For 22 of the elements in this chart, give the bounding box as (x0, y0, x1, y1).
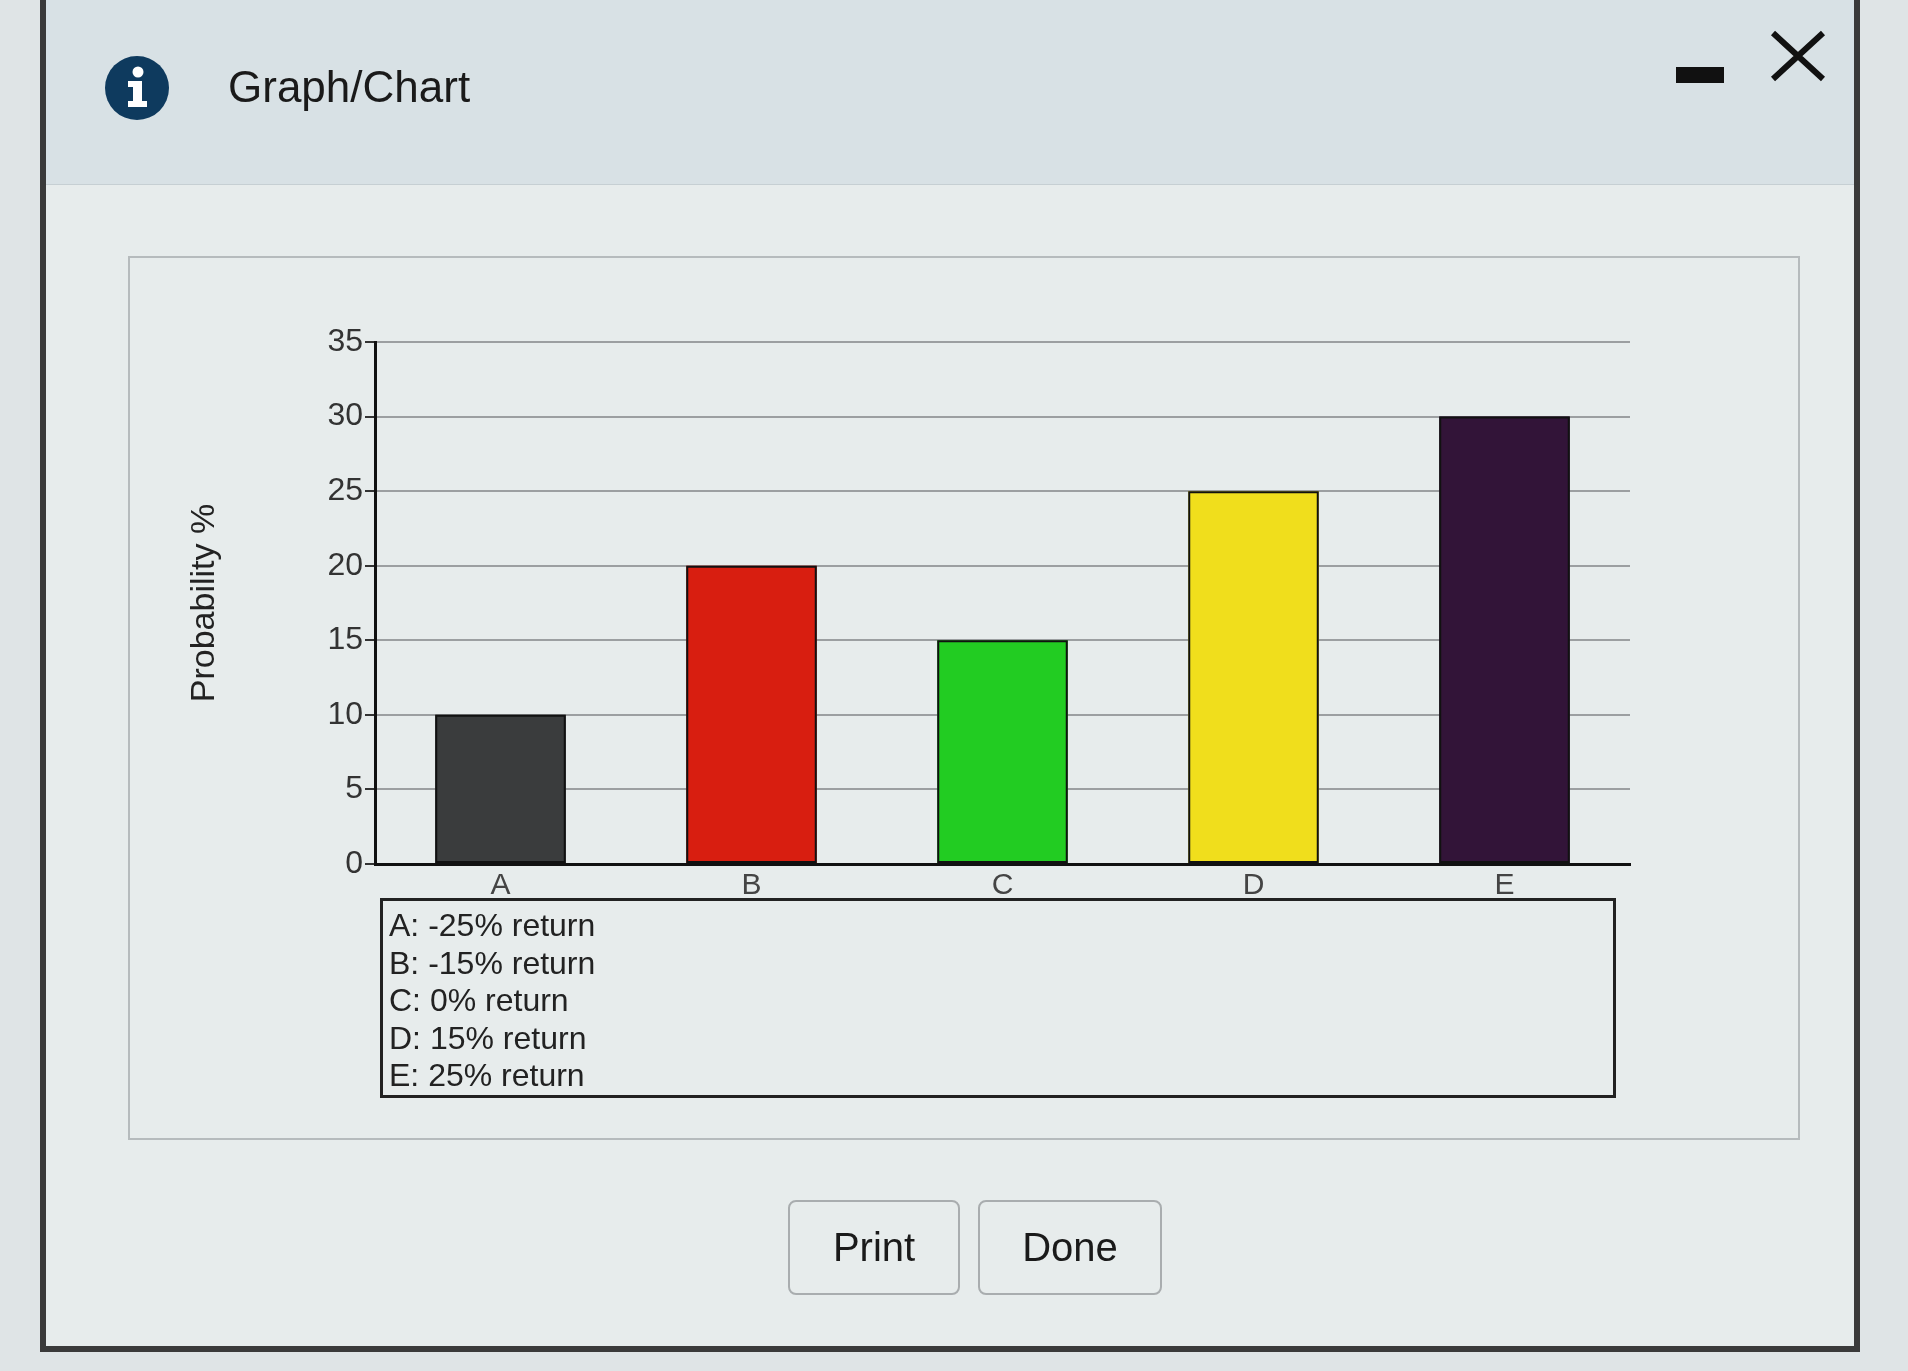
x-tick-label: D (1242, 867, 1265, 901)
x-tick-label: B (741, 867, 762, 901)
x-tick-label: A (490, 867, 511, 901)
y-tick-label: 25 (327, 470, 363, 507)
button: Done (978, 1200, 1162, 1295)
y-tick-label: 35 (327, 321, 363, 358)
y-tick-label: 30 (327, 396, 363, 433)
text: D: 15% return (389, 1019, 588, 1057)
x-tick-label: E (1494, 867, 1515, 901)
y-tick-label: 10 (327, 694, 363, 731)
text: A: -25% return (389, 907, 597, 945)
y-axis-title: Probability % (182, 503, 221, 703)
chart-title: Graph/Chart (228, 62, 471, 112)
button: Print (788, 1200, 960, 1295)
y-tick-label: 20 (327, 545, 363, 582)
text: E: 25% return (389, 1057, 586, 1095)
text: C: 0% return (389, 982, 570, 1020)
text: B: -15% return (389, 944, 597, 982)
y-tick-label: 15 (327, 620, 363, 657)
x-tick-label: C (991, 867, 1014, 901)
y-tick-label: 0 (345, 843, 363, 880)
y-tick-label: 5 (345, 769, 363, 806)
